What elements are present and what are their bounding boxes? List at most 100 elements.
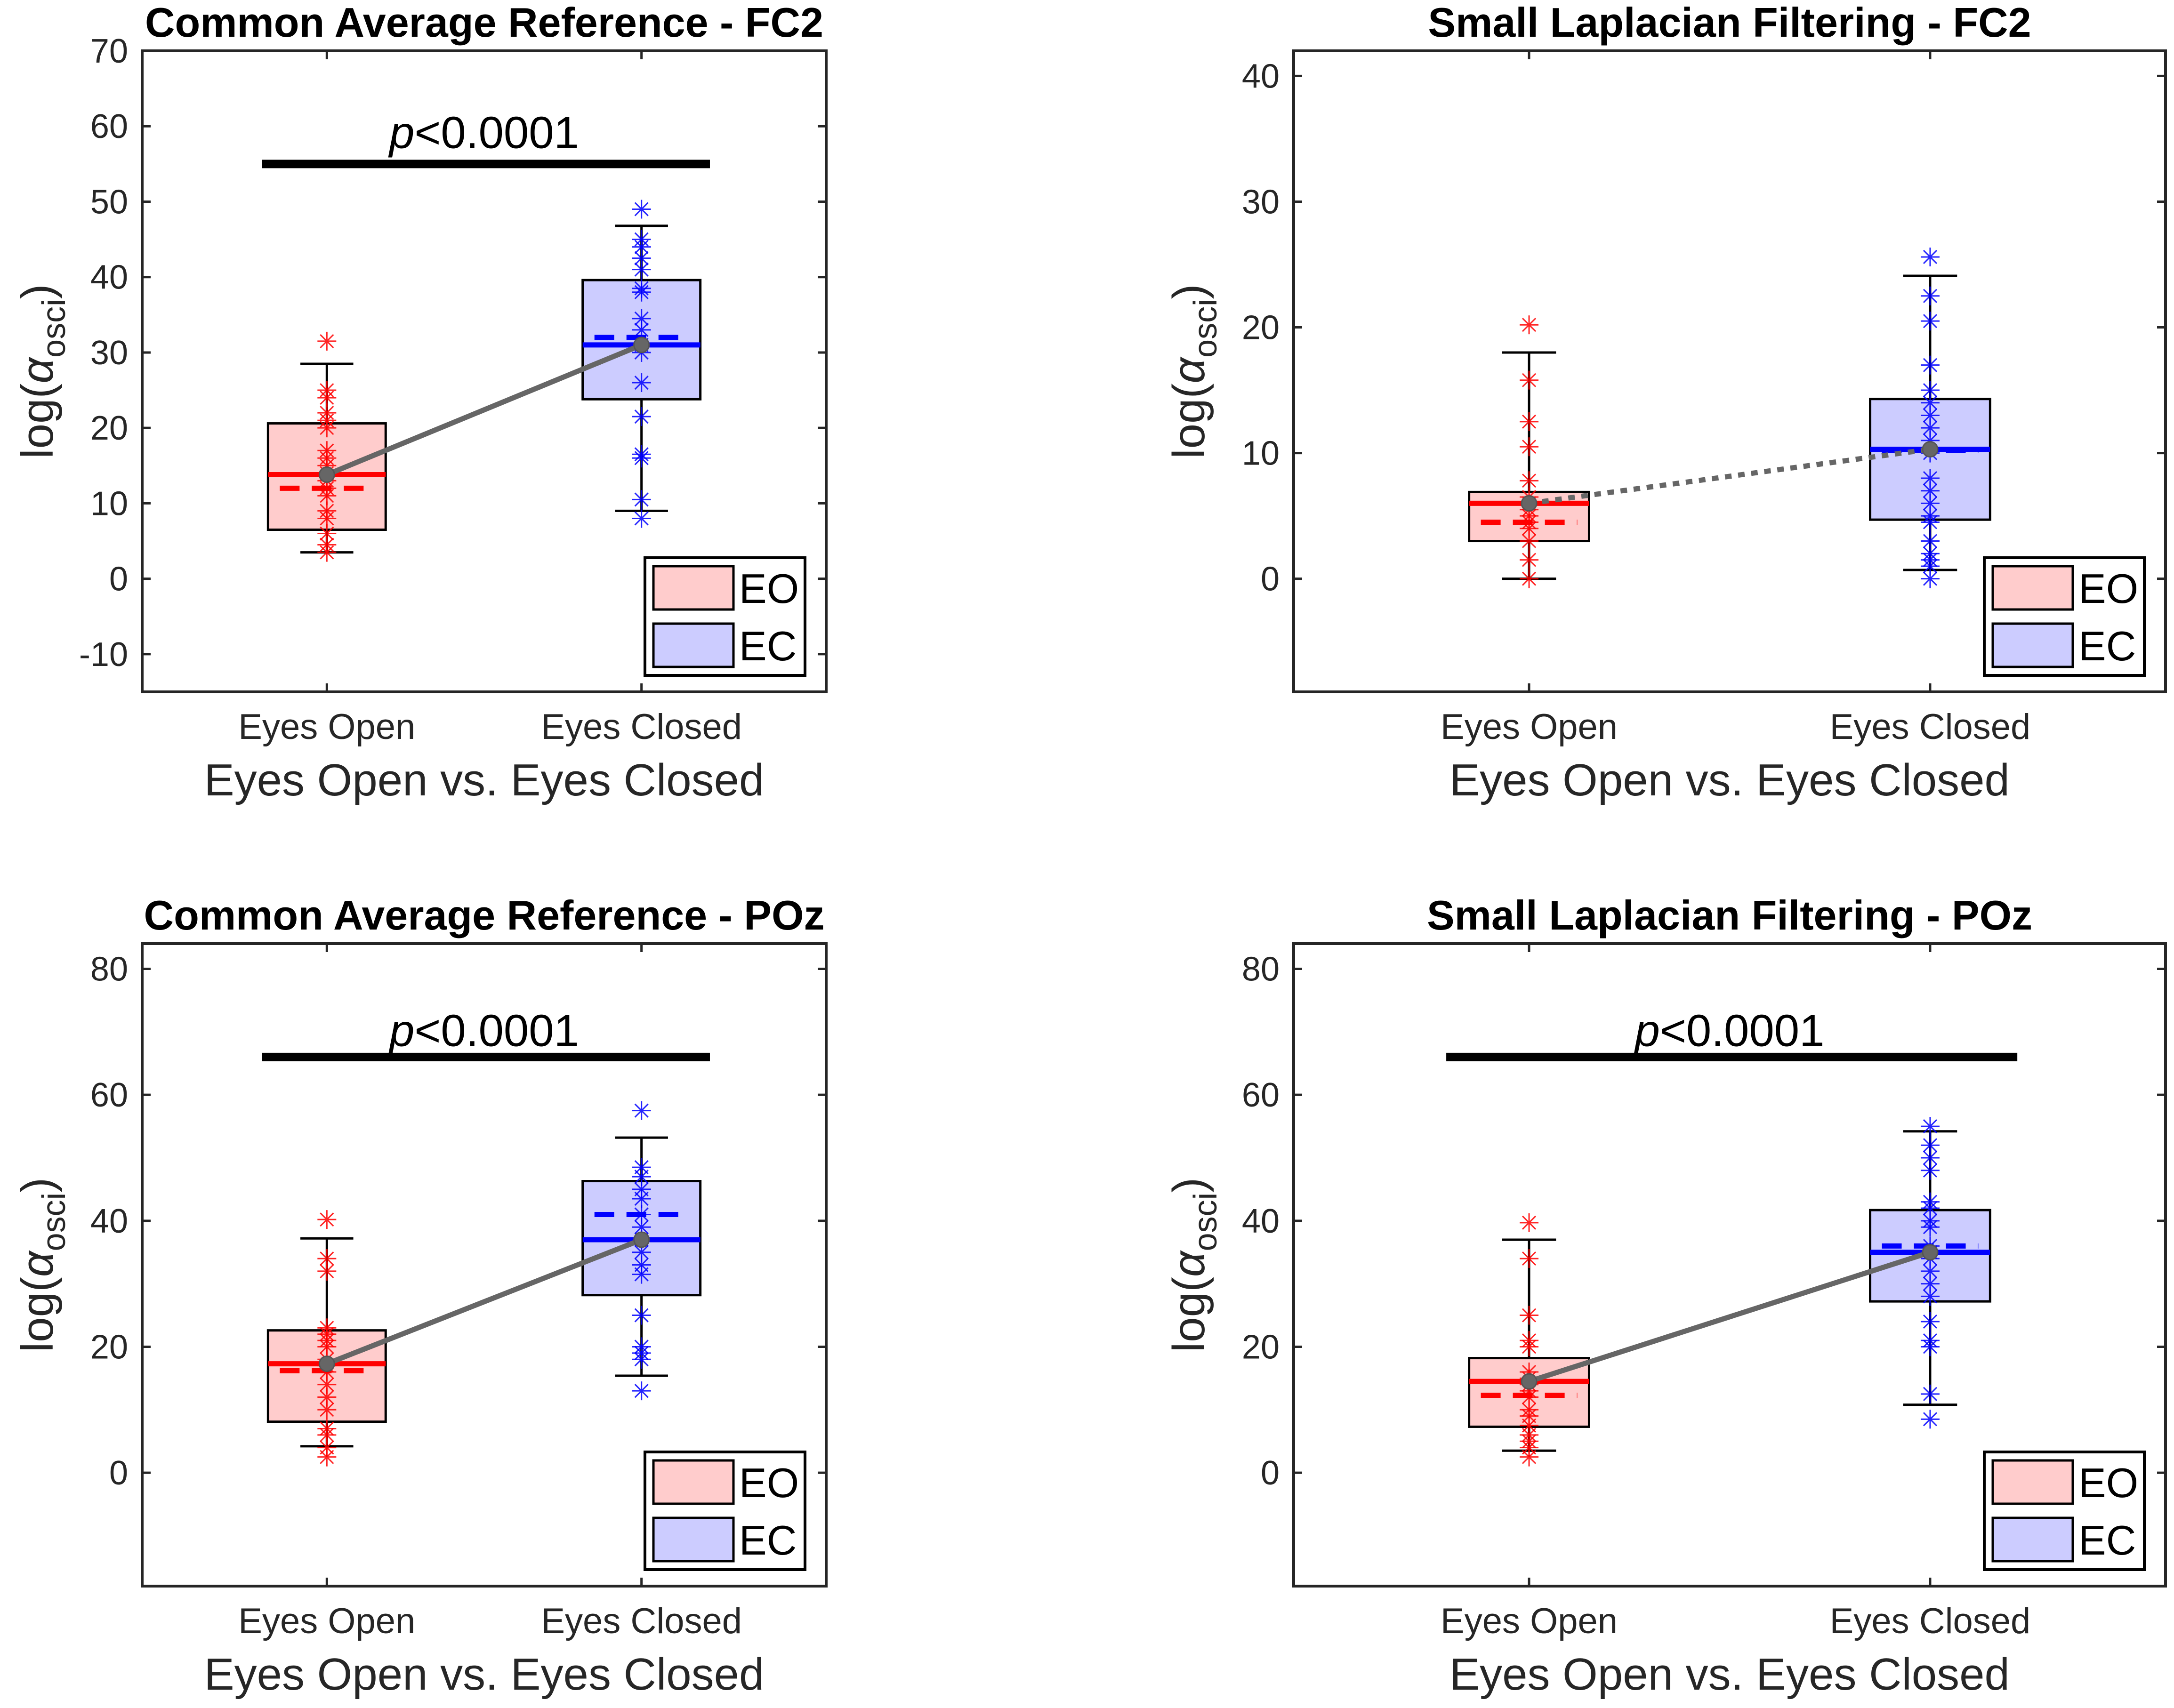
y-label-close: )	[1164, 284, 1214, 299]
data-point-stroke	[1923, 1289, 1938, 1304]
data-point-stroke	[1923, 421, 1938, 435]
data-point	[632, 509, 651, 528]
data-point-stroke	[320, 1212, 334, 1227]
x-category-label: Eyes Open	[1441, 1601, 1618, 1641]
plot-frame	[141, 942, 828, 1588]
legend: EO EC	[644, 556, 806, 677]
y-tick-label: 40	[90, 1203, 128, 1240]
data-point-stroke	[320, 504, 334, 518]
legend-swatch-ec	[652, 1516, 735, 1563]
data-point	[1520, 370, 1539, 390]
legend-label-eo: EO	[2078, 1459, 2138, 1506]
median-connector	[326, 1237, 643, 1366]
y-tick-label: 50	[90, 183, 128, 221]
data-point	[632, 249, 651, 268]
data-point	[1520, 437, 1539, 457]
data-point-stroke	[634, 232, 649, 247]
data-point	[1920, 1331, 1940, 1350]
chart-panel-4: Small Laplacian Filtering - POz 0 20 40 60 80…	[1164, 892, 2167, 1700]
data-point-stroke	[1923, 496, 1938, 511]
significance-value: <0.0001	[414, 107, 579, 158]
legend: EO EC	[1983, 556, 2146, 677]
data-point-stroke	[320, 406, 334, 420]
y-tick-label: 40	[1242, 1203, 1280, 1240]
data-point	[1520, 1213, 1539, 1232]
data-point-stroke	[320, 443, 334, 458]
data-point	[1920, 569, 1940, 588]
data-point	[1920, 355, 1940, 375]
data-point-stroke	[1923, 509, 1938, 523]
data-point-stroke	[1923, 1276, 1938, 1291]
plot-frame	[141, 49, 828, 693]
data-point-stroke	[634, 1339, 649, 1354]
data-point-stroke	[634, 511, 649, 526]
y-label-close: )	[12, 284, 63, 299]
data-point	[632, 445, 651, 464]
data-point-stroke	[1923, 1333, 1938, 1348]
data-point-stroke	[1923, 483, 1938, 498]
data-point	[1920, 1117, 1940, 1136]
y-label-base: log(	[1164, 384, 1214, 459]
y-tick-label: 60	[90, 108, 128, 145]
data-point-stroke	[634, 251, 649, 265]
x-category-label: Eyes Open	[1441, 707, 1618, 747]
data-point-stroke	[320, 1264, 334, 1278]
median-marker	[1521, 495, 1538, 512]
legend-swatch-eo	[652, 1459, 735, 1505]
median-marker	[1521, 1373, 1538, 1390]
significance-p: p	[388, 107, 414, 158]
box-ec	[1869, 1117, 1991, 1429]
legend-label-ec: EC	[2078, 1517, 2136, 1564]
significance-label: p<0.0001	[1633, 1005, 1824, 1056]
data-point	[632, 1101, 651, 1120]
y-tick-label: 40	[90, 259, 128, 297]
plot-frame	[1292, 942, 2167, 1588]
data-point	[1520, 569, 1539, 588]
data-point-stroke	[1923, 1150, 1938, 1165]
data-point	[632, 230, 651, 249]
data-point	[632, 1337, 651, 1356]
legend-label-eo: EO	[2078, 565, 2138, 612]
data-point	[1520, 315, 1539, 335]
legend: EO EC	[1983, 1451, 2146, 1571]
data-point	[1920, 381, 1940, 400]
y-label-base: log(	[1164, 1277, 1214, 1352]
data-point-stroke	[1522, 1251, 1537, 1266]
data-point-stroke	[1923, 1412, 1938, 1427]
y-tick-label: 60	[1242, 1076, 1280, 1114]
median-connector	[1529, 447, 1931, 506]
y-tick-label: 60	[90, 1076, 128, 1114]
data-point-stroke	[1923, 534, 1938, 548]
significance-value: <0.0001	[414, 1005, 579, 1056]
data-point-stroke	[1923, 1163, 1938, 1178]
data-point	[632, 279, 651, 298]
data-point-stroke	[634, 447, 649, 462]
data-point-stroke	[1522, 318, 1537, 332]
data-point	[1920, 1312, 1940, 1331]
chart-panel-1: Common Average Reference - FC2 -10 0 10 20 30…	[12, 0, 828, 805]
data-point	[1920, 1410, 1940, 1429]
data-point	[632, 1243, 651, 1262]
data-point-stroke	[320, 1403, 334, 1417]
data-point	[1920, 286, 1940, 305]
data-point-stroke	[1522, 1403, 1537, 1417]
data-point-stroke	[1522, 1333, 1537, 1348]
x-axis-label: Eyes Open vs. Eyes Closed	[204, 1649, 765, 1700]
y-tick-label: 80	[1242, 951, 1280, 988]
data-point	[317, 1387, 337, 1407]
data-point	[1920, 1192, 1940, 1211]
data-point	[632, 200, 651, 219]
legend-label-ec: EC	[2078, 623, 2136, 669]
data-point-stroke	[1923, 471, 1938, 486]
legend-swatch-eo	[1991, 565, 2074, 611]
box-eo	[1468, 1213, 1590, 1467]
data-point	[632, 1158, 651, 1177]
x-category-label: Eyes Open	[238, 707, 415, 747]
data-point	[632, 490, 651, 509]
data-point-stroke	[634, 281, 649, 296]
x-axis-label: Eyes Open vs. Eyes Closed	[204, 755, 765, 805]
y-tick-label: -10	[79, 636, 128, 674]
data-point	[632, 309, 651, 328]
data-point	[1920, 1384, 1940, 1403]
data-point-stroke	[634, 1308, 649, 1323]
